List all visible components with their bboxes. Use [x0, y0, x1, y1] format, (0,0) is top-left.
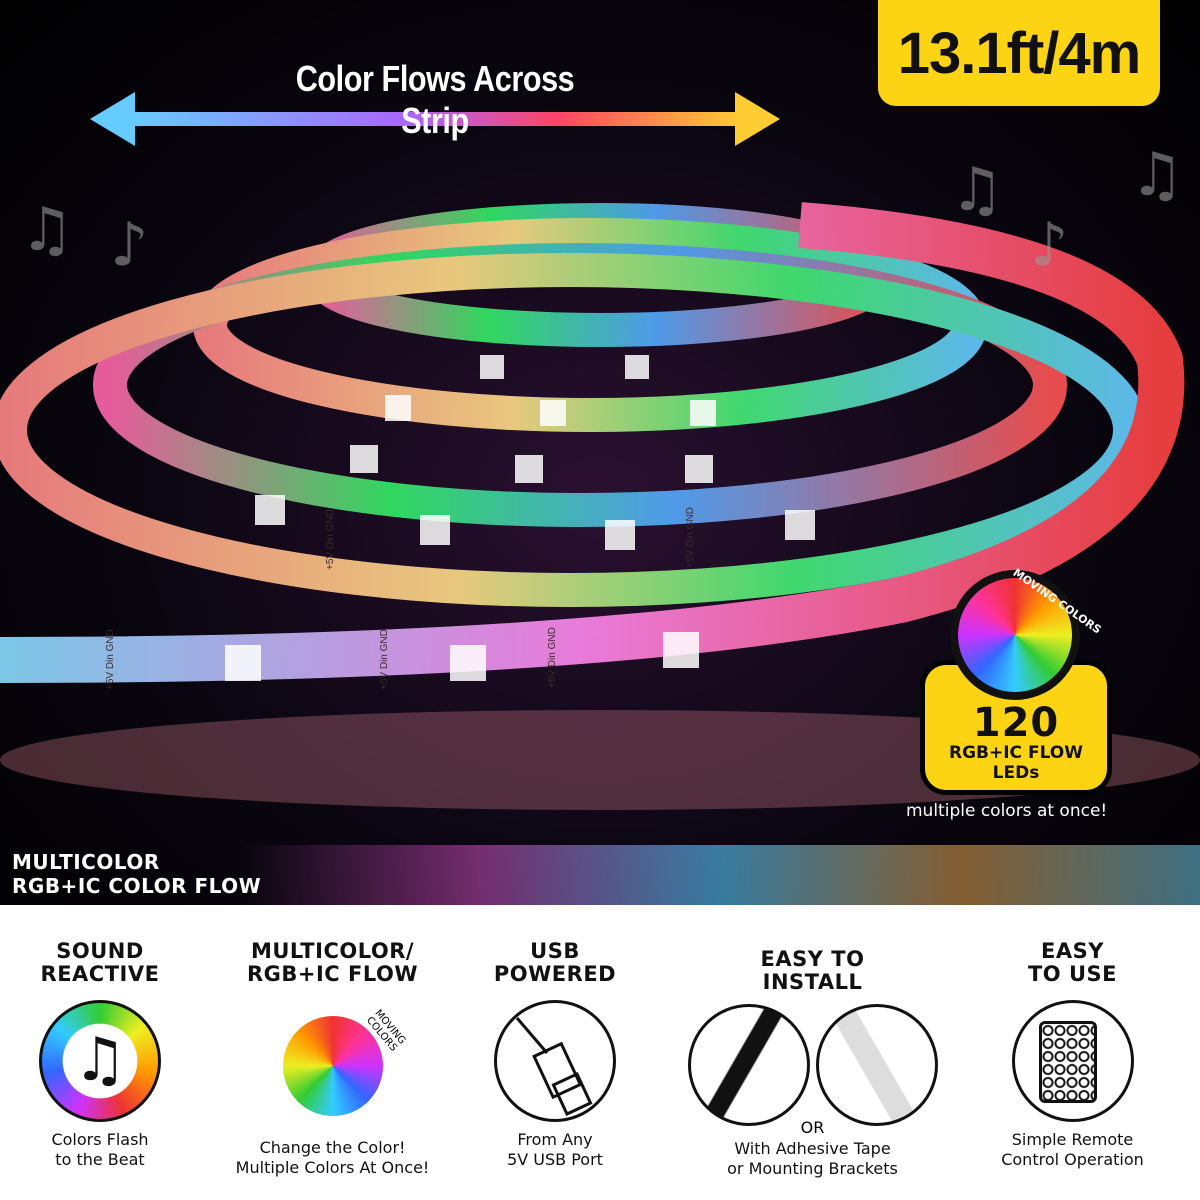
strip-print-label: +5V Din GND	[685, 507, 696, 568]
music-note-icon: ♫	[39, 1000, 161, 1122]
feature-caption: Simple Remote	[1011, 1130, 1134, 1149]
feature-easy-use: EASY TO USE Simple Remote Control Operatio…	[990, 940, 1155, 1170]
flow-title: Color Flows Across Strip	[295, 58, 575, 141]
band-label: MULTICOLOR RGB+IC COLOR FLOW	[12, 850, 261, 898]
feature-caption: With Adhesive Tape	[734, 1139, 891, 1158]
feature-caption: Colors Flash	[51, 1130, 149, 1149]
led-unit: LEDs	[992, 763, 1040, 783]
svg-text:♪: ♪	[1030, 210, 1068, 280]
feature-usb-powered: USB POWERED From Any 5V USB Port	[475, 940, 635, 1170]
feature-title: TO USE	[1027, 962, 1117, 986]
product-hero: ♫ ♪ ♫ ♪ ♫ +5V Din GND +5V Din GND +5V Din GN…	[0, 0, 1200, 905]
feature-title: MULTICOLOR/	[250, 939, 415, 963]
led-strip-illustration: ♫ ♪ ♫ ♪ ♫	[0, 92, 1200, 810]
feature-caption: From Any	[517, 1130, 593, 1149]
remote-icon	[1011, 1000, 1134, 1122]
strip-print-label: +5V Din GND	[547, 627, 558, 688]
feature-title: POWERED	[493, 962, 617, 986]
feature-title: SOUND	[56, 939, 144, 963]
svg-text:♫: ♫	[20, 195, 74, 265]
strip-print-label: +5V Din GND	[105, 629, 116, 690]
rainbow-band	[0, 845, 1200, 905]
feature-caption: 5V USB Port	[507, 1150, 603, 1169]
feature-caption: Change the Color!	[259, 1138, 406, 1157]
svg-text:♫: ♫	[950, 155, 1004, 225]
multi-colors-note: multiple colors at once!	[906, 801, 1108, 821]
svg-text:♫: ♫	[1130, 140, 1184, 210]
feature-caption: or Mounting Brackets	[727, 1159, 898, 1178]
feature-title: REACTIVE	[40, 962, 160, 986]
led-type: RGB+IC FLOW	[948, 743, 1083, 763]
length-badge: 13.1ft/4m	[878, 0, 1160, 106]
svg-text:♪: ♪	[110, 210, 148, 280]
color-wheel-icon	[282, 1016, 383, 1116]
feature-sound-reactive: SOUND REACTIVE ♫ Colors Flash to the Beat	[20, 940, 180, 1170]
feature-title: EASY TO	[760, 947, 865, 971]
feature-caption: to the Beat	[55, 1150, 145, 1169]
feature-caption: Multiple Colors At Once!	[235, 1158, 430, 1177]
flow-arrow	[90, 92, 780, 146]
band-label-line: RGB+IC COLOR FLOW	[12, 874, 262, 898]
mounting-bracket-icon	[815, 1004, 938, 1126]
band-label-line: MULTICOLOR	[12, 850, 160, 874]
color-wheel-icon	[950, 570, 1080, 700]
or-label: OR	[800, 1118, 825, 1137]
usb-plug-icon	[494, 1000, 616, 1122]
feature-caption: Control Operation	[1001, 1150, 1144, 1169]
strip-print-label: +5V Din GND	[379, 629, 390, 690]
feature-title: INSTALL	[762, 970, 863, 994]
feature-easy-install: EASY TO INSTALL OR With Adhesive Tape or M…	[680, 940, 945, 1179]
music-notes-decoration: ♫ ♪ ♫ ♪ ♫	[20, 140, 1184, 280]
feature-list: SOUND REACTIVE ♫ Colors Flash to the Beat …	[0, 940, 1200, 1200]
led-count: 120	[972, 700, 1060, 746]
feature-title: USB	[530, 939, 580, 963]
feature-title: EASY	[1041, 939, 1104, 963]
feature-multicolor: MULTICOLOR/RGB+IC FLOW MOVING COLORS Cha…	[220, 940, 445, 1178]
adhesive-tape-icon	[687, 1004, 810, 1126]
feature-title: RGB+IC FLOW	[246, 962, 419, 986]
strip-print-label: +5V Din GND	[325, 509, 336, 570]
